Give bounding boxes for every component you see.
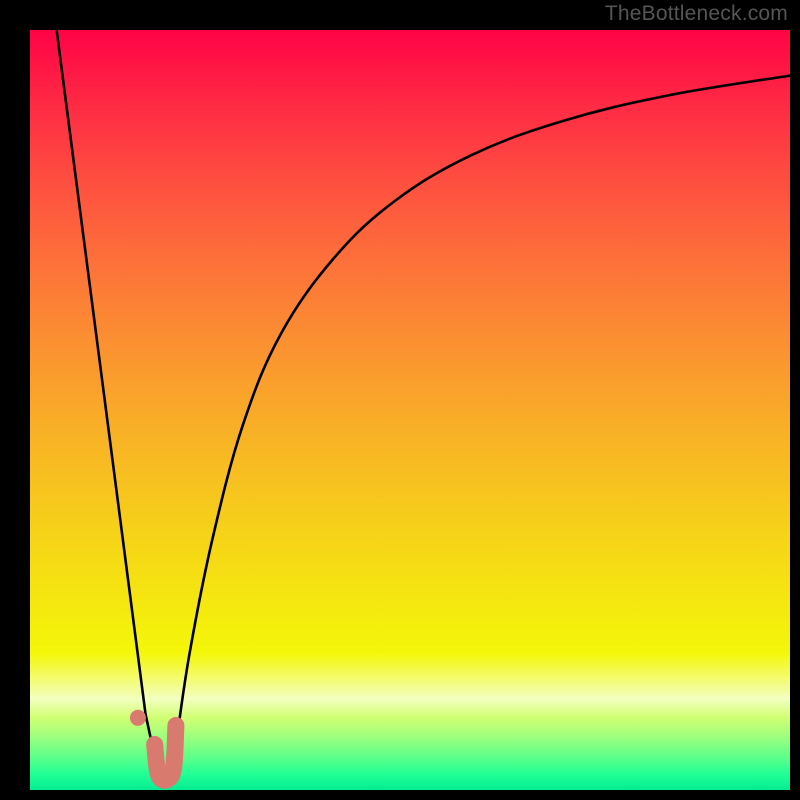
- right-curve: [171, 76, 790, 771]
- watermark-text: TheBottleneck.com: [605, 2, 788, 26]
- valley-hook-marker: [155, 725, 176, 780]
- chart-container: TheBottleneck.com: [0, 0, 800, 800]
- dot-marker: [130, 710, 146, 726]
- plot-area: [30, 30, 790, 790]
- left-curve: [57, 30, 158, 771]
- curves-svg: [30, 30, 790, 790]
